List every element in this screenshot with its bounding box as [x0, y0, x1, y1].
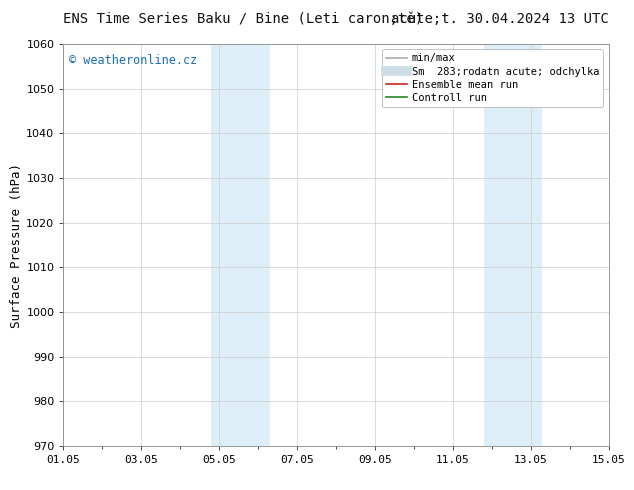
Text: acute;t. 30.04.2024 13 UTC: acute;t. 30.04.2024 13 UTC — [391, 12, 609, 26]
Text: ENS Time Series Baku / Bine (Leti caron;tě): ENS Time Series Baku / Bine (Leti caron;… — [63, 12, 424, 26]
Bar — [211, 44, 270, 446]
Y-axis label: Surface Pressure (hPa): Surface Pressure (hPa) — [11, 163, 23, 327]
Legend: min/max, Sm  283;rodatn acute; odchylka, Ensemble mean run, Controll run: min/max, Sm 283;rodatn acute; odchylka, … — [382, 49, 604, 107]
Bar — [484, 44, 543, 446]
Text: © weatheronline.cz: © weatheronline.cz — [69, 54, 197, 67]
